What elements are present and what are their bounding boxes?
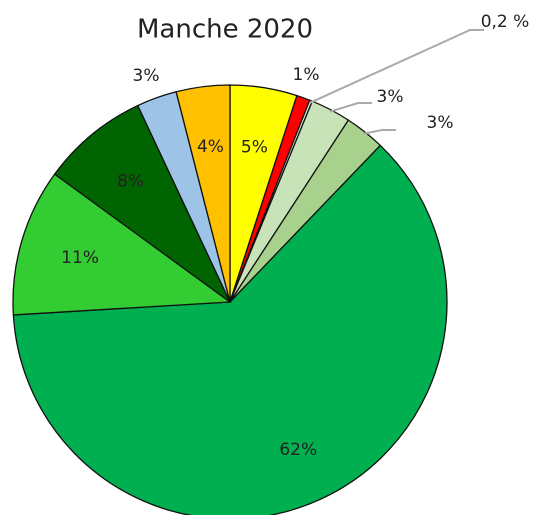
data-label: 3%	[133, 66, 160, 86]
leader-line	[329, 102, 372, 113]
data-label: 3%	[377, 87, 404, 107]
pie-slice	[12, 144, 448, 515]
data-label: 5%	[241, 138, 268, 158]
leader-line	[309, 29, 484, 104]
data-label: 11%	[61, 248, 99, 268]
data-label: 4%	[197, 137, 224, 157]
chart-title: Manche 2020	[137, 15, 313, 45]
leader-line	[363, 129, 396, 135]
data-label: 0,2 %	[481, 12, 530, 32]
pie-slice	[175, 84, 231, 303]
data-label: 3%	[427, 113, 454, 133]
data-label: 1%	[293, 65, 320, 85]
pie-slice	[12, 173, 232, 316]
data-label: 8%	[117, 171, 144, 191]
pie-slice	[53, 104, 231, 303]
data-label: 62%	[279, 440, 317, 460]
